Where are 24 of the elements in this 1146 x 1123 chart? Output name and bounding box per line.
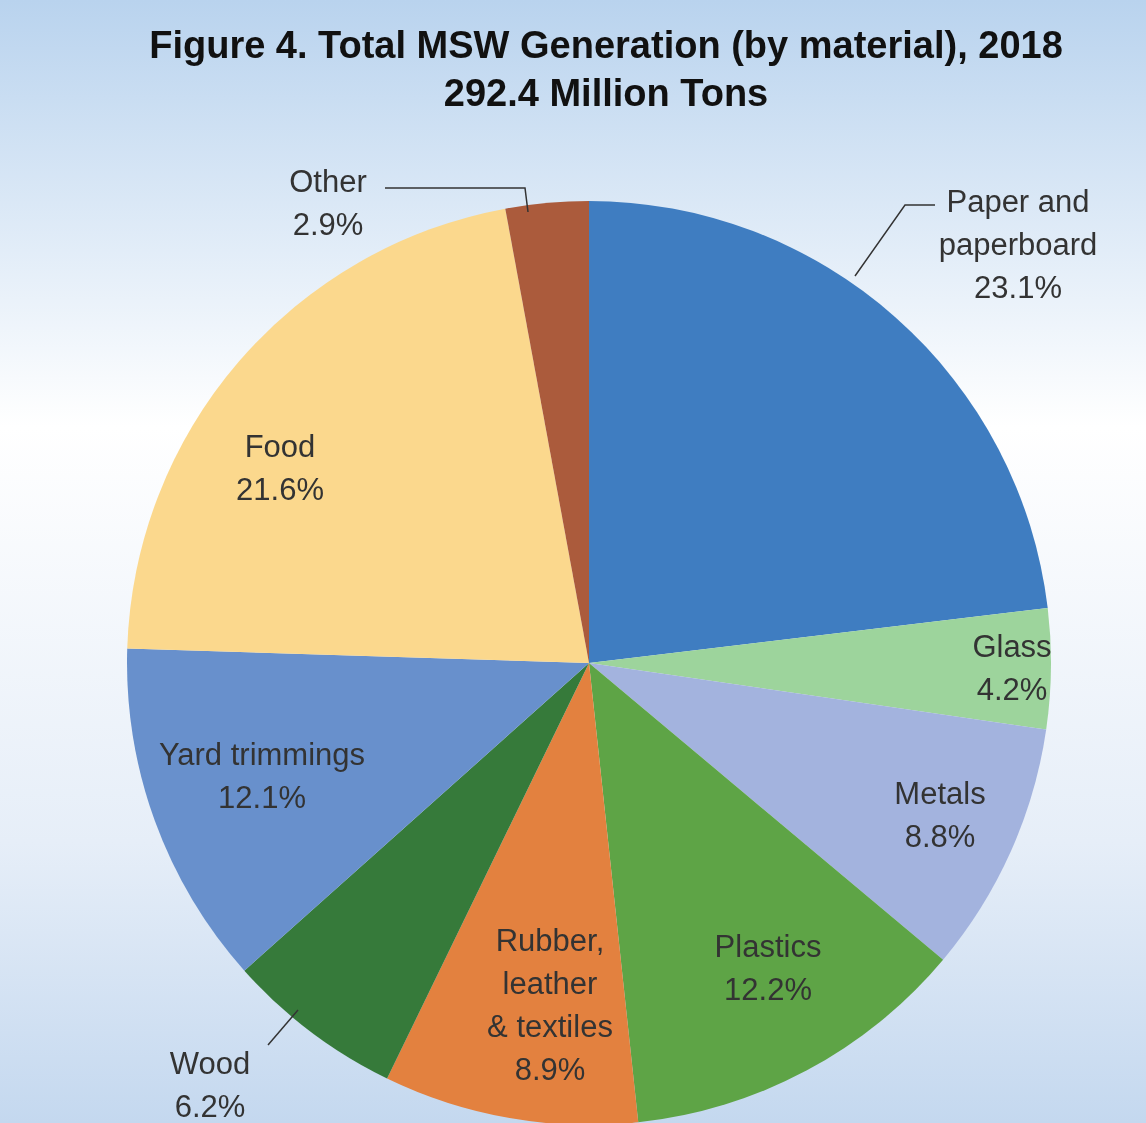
slice-label: Metals — [894, 776, 986, 811]
chart-title: Figure 4. Total MSW Generation (by material), 2018 — [149, 24, 1063, 66]
slice-label: Food — [244, 429, 316, 464]
data-label: 23.1% — [974, 270, 1062, 305]
data-label: 8.8% — [904, 819, 976, 854]
pie-slice — [505, 201, 589, 663]
pie-slice — [127, 208, 589, 663]
chart-subtitle: 292.4 Million Tons — [443, 72, 769, 114]
pie-slice — [589, 607, 1051, 730]
data-label: 2.9% — [292, 207, 364, 242]
pie-slice — [387, 663, 639, 1123]
data-label: 6.2% — [174, 1089, 246, 1123]
data-label: 8.9% — [514, 1052, 586, 1087]
slice-label: Other — [289, 164, 367, 199]
data-label: 12.2% — [724, 972, 812, 1007]
slice-label: Wood — [169, 1046, 251, 1081]
slice-label: Yard trimmings — [158, 737, 366, 772]
slice-label: Plastics — [714, 929, 822, 964]
data-label: 21.6% — [236, 472, 324, 507]
slice-label: Rubber, leather & textiles — [487, 923, 613, 1044]
slice-label: Paper and paperboard — [938, 184, 1098, 262]
data-label: 4.2% — [976, 672, 1048, 707]
slice-label: Glass — [972, 629, 1052, 664]
data-label: 12.1% — [218, 780, 306, 815]
